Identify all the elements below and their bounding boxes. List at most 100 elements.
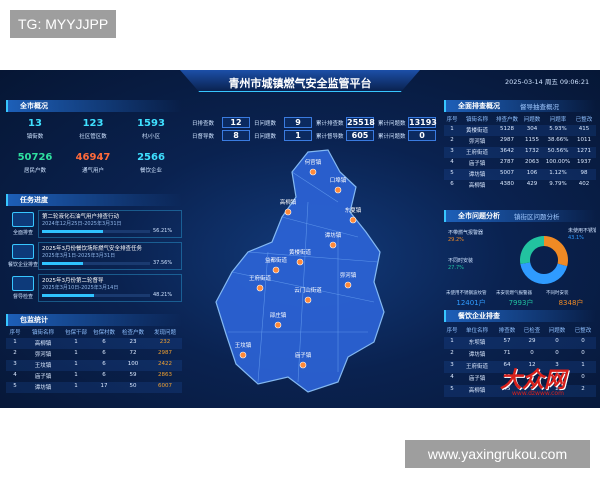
stat-value: 8 bbox=[222, 130, 250, 141]
table-header: 已整改 bbox=[574, 328, 592, 334]
progress-track bbox=[42, 294, 150, 297]
task-period: 2025年3月10日-2025年3月14日 bbox=[42, 285, 119, 291]
task-tag: 督导检查 bbox=[12, 294, 33, 300]
stat-label: 日问题数 bbox=[254, 121, 277, 127]
table-cell: 1 bbox=[581, 362, 585, 368]
town-label: 东夏镇 bbox=[345, 206, 362, 214]
table-cell: 1 bbox=[74, 383, 78, 389]
stat-value: 13193 bbox=[408, 117, 437, 128]
table-cell: 71 bbox=[503, 350, 511, 356]
dashboard: 青州市城镇燃气安全监管平台 2025-03-14 周五 09:06:21 全市概… bbox=[0, 70, 600, 408]
table-cell: 1 bbox=[74, 339, 78, 345]
table-cell: 谭坊镇 bbox=[468, 172, 486, 178]
segment-name: 不同时安装 bbox=[448, 257, 473, 264]
stat-value: 605 bbox=[346, 130, 374, 141]
table-cell: 3 bbox=[450, 362, 454, 368]
stat-value: 123 bbox=[82, 118, 104, 129]
segment-share: 27.7% bbox=[448, 265, 464, 271]
table-cell: 0 bbox=[555, 350, 559, 356]
tab[interactable]: 督导抽查概况 bbox=[520, 103, 559, 111]
table-cell: 谭坊镇 bbox=[468, 352, 486, 358]
table-header: 镇街名称 bbox=[465, 117, 488, 123]
stat-value: 12 bbox=[222, 117, 250, 128]
table-cell: 5 bbox=[450, 170, 454, 176]
stat-value: 13 bbox=[28, 118, 42, 129]
panel-title: 任务进度 bbox=[6, 194, 182, 206]
table-cell: 6 bbox=[102, 350, 106, 356]
table-cell: 2063 bbox=[525, 159, 539, 165]
stat-label: 餐饮企业 bbox=[139, 168, 162, 174]
table-cell: 0 bbox=[555, 374, 559, 380]
progress-track bbox=[42, 262, 150, 265]
town-pin bbox=[296, 258, 304, 266]
table-cell: 17 bbox=[100, 383, 108, 389]
table-header: 问题率 bbox=[549, 117, 567, 123]
table-cell: 1937 bbox=[577, 159, 591, 165]
table-cell: 6 bbox=[102, 372, 106, 378]
donut-segment bbox=[520, 236, 544, 265]
table-cell: 4380 bbox=[500, 181, 514, 187]
table-cell: 3 bbox=[13, 361, 17, 367]
town-pin bbox=[274, 321, 282, 329]
table-cell: 2 bbox=[13, 350, 17, 356]
table-header: 包保村数 bbox=[92, 330, 115, 336]
progress-label: 56.21% bbox=[153, 228, 173, 234]
table-cell: 1732 bbox=[525, 148, 539, 154]
stat-label: 日督导数 bbox=[192, 134, 215, 140]
table-cell: 1155 bbox=[525, 137, 539, 143]
town-label: 益都街道 bbox=[265, 256, 288, 264]
table-cell: 50 bbox=[129, 383, 137, 389]
total-count: 7993户 bbox=[508, 299, 534, 307]
logo-url: www.dzwww.com bbox=[512, 390, 564, 397]
table-cell: 304 bbox=[526, 126, 538, 132]
stat-label: 镇街数 bbox=[26, 134, 44, 140]
table-cell: 2422 bbox=[158, 361, 172, 367]
watermark-top: TG: MYYJJPP bbox=[10, 10, 117, 38]
town-label: 高柳镇 bbox=[280, 198, 297, 206]
table-cell: 57 bbox=[503, 338, 511, 344]
town-pin bbox=[344, 281, 352, 289]
task-name: 第二轮液化石油气用户排查行动 bbox=[42, 214, 120, 220]
stat-value: 2566 bbox=[137, 152, 165, 163]
table-cell: 弥河镇 bbox=[34, 352, 52, 358]
header-bar bbox=[180, 70, 420, 92]
table-header: 序号 bbox=[9, 330, 21, 336]
stat-label: 累计督导数 bbox=[316, 134, 344, 140]
donut-segment bbox=[544, 236, 568, 267]
table-cell: 38 bbox=[503, 374, 511, 380]
table-row-bg bbox=[444, 169, 596, 180]
table-cell: 1 bbox=[450, 338, 454, 344]
total-name: 不同时安装 bbox=[546, 291, 569, 296]
table-cell: 6 bbox=[102, 339, 106, 345]
table-row-bg bbox=[6, 360, 182, 371]
stat-value: 1 bbox=[284, 130, 312, 141]
panel-title: 全市概况 bbox=[6, 100, 182, 112]
table-cell: 2 bbox=[450, 137, 454, 143]
table-cell: 5128 bbox=[500, 126, 514, 132]
table-cell: 415 bbox=[578, 126, 590, 132]
table-cell: 38.66% bbox=[547, 137, 569, 143]
table-cell: 6 bbox=[450, 181, 454, 187]
task-card bbox=[38, 274, 182, 302]
table-cell: 3 bbox=[450, 148, 454, 154]
table-cell: 5.93% bbox=[549, 126, 567, 132]
town-label: 王府街道 bbox=[249, 274, 272, 282]
table-cell: 东坝镇 bbox=[468, 340, 486, 346]
town-pin bbox=[349, 216, 357, 224]
table-cell: 4 bbox=[450, 159, 454, 165]
table-header: 检查户数 bbox=[121, 330, 144, 336]
table-cell: 6007 bbox=[158, 383, 172, 389]
table-cell: 402 bbox=[578, 181, 590, 187]
table-cell: 59 bbox=[129, 372, 137, 378]
town-pin bbox=[329, 241, 337, 249]
table-cell: 9 bbox=[530, 386, 534, 392]
task-tag: 餐饮企业排查 bbox=[7, 262, 38, 268]
table-cell: 5 bbox=[530, 374, 534, 380]
segment-share: 43.1% bbox=[568, 235, 584, 241]
panel-title: 包监统计 bbox=[6, 314, 182, 326]
stat-label: 累计问题数 bbox=[378, 121, 406, 127]
map-border bbox=[247, 251, 379, 263]
tab[interactable]: 镇街区问题分析 bbox=[514, 213, 560, 221]
